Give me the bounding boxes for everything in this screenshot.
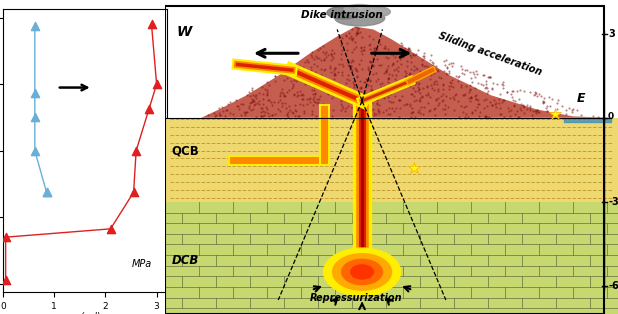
Point [41,190,51,195]
Point [1,278,11,283]
Text: E: E [577,92,586,105]
Circle shape [332,254,392,290]
Text: QCB: QCB [172,144,200,157]
Text: DCB: DCB [172,253,199,267]
Circle shape [324,248,400,296]
Polygon shape [165,118,618,202]
Ellipse shape [335,10,385,26]
Point [1,235,11,240]
Point [151,82,161,87]
Ellipse shape [344,4,376,15]
Text: 0 km: 0 km [608,112,618,121]
Point [146,22,156,27]
Text: -6: -6 [608,281,618,291]
Text: Repressurization: Repressurization [310,293,402,303]
Polygon shape [201,27,609,118]
Ellipse shape [327,6,361,19]
Point [106,226,116,231]
Point [30,24,40,29]
Point [30,90,40,95]
Text: -3: -3 [608,197,618,207]
Point [144,107,154,112]
Polygon shape [165,202,618,314]
Text: Dike intrusion: Dike intrusion [301,10,383,20]
Point [41,190,51,195]
Circle shape [351,265,373,279]
Text: 3: 3 [608,29,615,39]
Point [131,148,141,153]
Text: MPa: MPa [131,259,151,269]
Text: W: W [176,25,192,40]
Circle shape [342,259,383,284]
Text: Sliding acceleration: Sliding acceleration [437,31,543,78]
X-axis label: m (asl): m (asl) [69,312,101,314]
Point [30,148,40,153]
Ellipse shape [361,7,391,17]
Point [129,190,138,195]
Point [30,115,40,120]
